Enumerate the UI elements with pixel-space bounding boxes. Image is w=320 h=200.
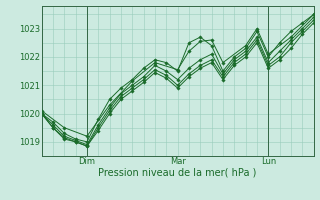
X-axis label: Pression niveau de la mer( hPa ): Pression niveau de la mer( hPa ) xyxy=(99,168,257,178)
